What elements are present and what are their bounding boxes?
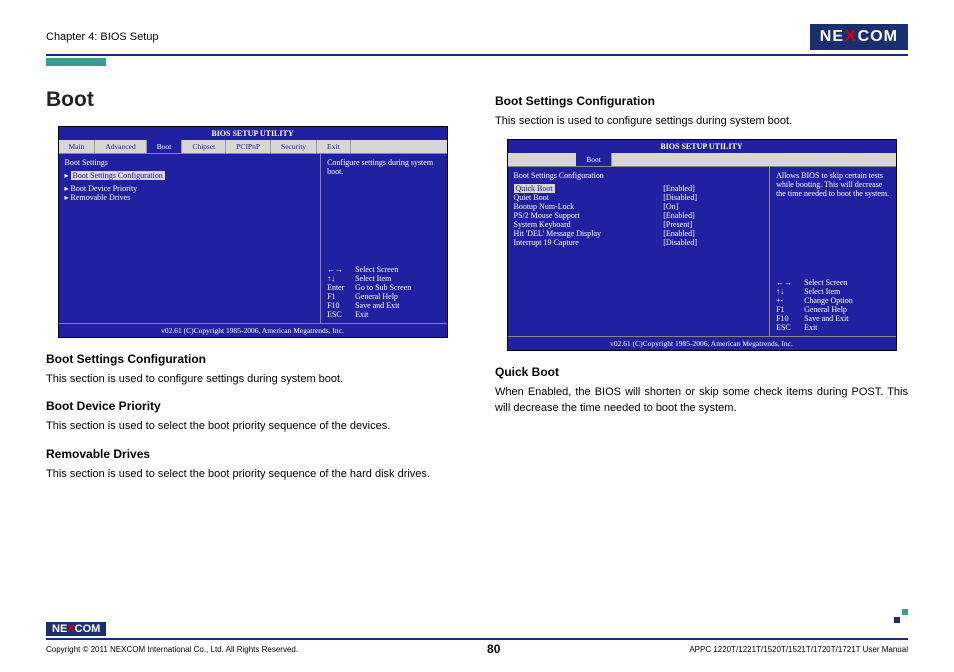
nav-help-row: ←→Select Screen bbox=[776, 278, 889, 287]
brand-logo: NEXCOM bbox=[810, 24, 908, 50]
footer-logo: NEXCOM bbox=[46, 622, 106, 636]
manual-name: APPC 1220T/1221T/1520T/1521T/1720T/1721T… bbox=[689, 645, 908, 654]
bios2-heading: Boot Settings Configuration bbox=[514, 171, 764, 180]
page-title: Boot bbox=[46, 88, 459, 112]
bios-tab: PCIPnP bbox=[226, 140, 271, 153]
section-text: This section is used to configure settin… bbox=[495, 114, 908, 129]
bios-setting-row: Bootup Num-Lock[On] bbox=[514, 202, 764, 211]
section-text: This section is used to select the boot … bbox=[46, 467, 459, 482]
section-heading: Boot Settings Configuration bbox=[46, 352, 459, 366]
bios-tab: Boot bbox=[576, 153, 612, 166]
nav-help-row: ↑↓Select Item bbox=[776, 287, 889, 296]
section-text: This section is used to configure settin… bbox=[46, 372, 459, 387]
footer-logo-right: COM bbox=[75, 623, 101, 635]
bios1-selected-item: ▸ Boot Settings Configuration bbox=[65, 171, 315, 180]
bios2-help-text: Allows BIOS to skip certain tests while … bbox=[776, 171, 889, 198]
bios-menu-item: ▸ Boot Device Priority bbox=[65, 184, 315, 193]
section-text: This section is used to select the boot … bbox=[46, 419, 459, 434]
bios1-heading: Boot Settings bbox=[65, 158, 315, 167]
bios-tab: Chipset bbox=[182, 140, 226, 153]
bios-tab: Boot bbox=[147, 140, 183, 153]
bios-setting-row: System Keyboard[Present] bbox=[514, 220, 764, 229]
nav-help-row: ←→Select Screen bbox=[327, 265, 440, 274]
bios-screenshot-1: BIOS SETUP UTILITY MainAdvancedBootChips… bbox=[58, 126, 448, 338]
nav-help-row: F1General Help bbox=[776, 305, 889, 314]
left-column: Boot BIOS SETUP UTILITY MainAdvancedBoot… bbox=[46, 88, 459, 492]
logo-right: COM bbox=[858, 28, 898, 46]
section-heading: Quick Boot bbox=[495, 365, 908, 379]
accent-bar bbox=[46, 58, 106, 66]
bios2-footer: v02.61 (C)Copyright 1985-2006, American … bbox=[508, 336, 896, 350]
footer-logo-x: X bbox=[67, 623, 74, 635]
bios1-nav-help: ←→Select Screen↑↓Select ItemEnterGo to S… bbox=[327, 265, 440, 319]
nav-help-row: +-Change Option bbox=[776, 296, 889, 305]
bios1-left-pane: Boot Settings ▸ Boot Settings Configurat… bbox=[59, 154, 322, 323]
right-column: Boot Settings Configuration This section… bbox=[495, 88, 908, 492]
page-footer: NEXCOM Copyright © 2011 NEXCOM Internati… bbox=[46, 619, 908, 656]
nav-help-row: ↑↓Select Item bbox=[327, 274, 440, 283]
bios-setting-row: Quick Boot[Enabled] bbox=[514, 184, 764, 193]
page-number: 80 bbox=[487, 642, 500, 656]
bios-setting-row: Hit 'DEL' Message Display[Enabled] bbox=[514, 229, 764, 238]
bios-setting-row: Interrupt 19 Capture[Disabled] bbox=[514, 238, 764, 247]
section-heading: Boot Settings Configuration bbox=[495, 94, 908, 108]
section-text: When Enabled, the BIOS will shorten or s… bbox=[495, 385, 908, 416]
bios2-tabs: Main AdvancedBoot bbox=[508, 153, 896, 166]
nav-help-row: EnterGo to Sub Screen bbox=[327, 283, 440, 292]
copyright-text: Copyright © 2011 NEXCOM International Co… bbox=[46, 645, 298, 654]
bios2-right-pane: Allows BIOS to skip certain tests while … bbox=[770, 167, 895, 336]
logo-x: X bbox=[845, 28, 857, 46]
nav-help-row: F10Save and Exit bbox=[327, 301, 440, 310]
bios-tab: Security bbox=[271, 140, 317, 153]
bios-tab: Advanced bbox=[95, 140, 146, 153]
corner-ornament bbox=[894, 609, 908, 623]
bios-setting-row: Quiet Boot[Disabled] bbox=[514, 193, 764, 202]
bios-tab: Main bbox=[59, 140, 96, 153]
bios2-left-pane: Boot Settings Configuration Quick Boot[E… bbox=[508, 167, 771, 336]
chapter-label: Chapter 4: BIOS Setup bbox=[46, 31, 159, 43]
footer-rule bbox=[46, 638, 908, 640]
bios1-footer: v02.61 (C)Copyright 1985-2006, American … bbox=[59, 323, 447, 337]
bios1-selected-label: Boot Settings Configuration bbox=[71, 171, 165, 180]
section-heading: Removable Drives bbox=[46, 447, 459, 461]
bios2-title: BIOS SETUP UTILITY bbox=[508, 140, 896, 153]
nav-help-row: F10Save and Exit bbox=[776, 314, 889, 323]
logo-left: NE bbox=[820, 28, 844, 46]
bios-menu-item: ▸ Removable Drives bbox=[65, 193, 315, 202]
bios-tab: Exit bbox=[317, 140, 351, 153]
bios1-right-pane: Configure settings during system boot. ←… bbox=[321, 154, 446, 323]
nav-help-row: ESCExit bbox=[776, 323, 889, 332]
nav-help-row: ESCExit bbox=[327, 310, 440, 319]
bios2-nav-help: ←→Select Screen↑↓Select Item+-Change Opt… bbox=[776, 278, 889, 332]
section-heading: Boot Device Priority bbox=[46, 399, 459, 413]
bios-screenshot-2: BIOS SETUP UTILITY Main AdvancedBoot Boo… bbox=[507, 139, 897, 351]
bios-setting-row: PS/2 Mouse Support[Enabled] bbox=[514, 211, 764, 220]
bios1-tabs: MainAdvancedBootChipsetPCIPnPSecurityExi… bbox=[59, 140, 447, 153]
bios1-title: BIOS SETUP UTILITY bbox=[59, 127, 447, 140]
nav-help-row: F1General Help bbox=[327, 292, 440, 301]
header-rule bbox=[46, 54, 908, 56]
footer-logo-left: NE bbox=[52, 623, 67, 635]
bios1-help-text: Configure settings during system boot. bbox=[327, 158, 440, 176]
